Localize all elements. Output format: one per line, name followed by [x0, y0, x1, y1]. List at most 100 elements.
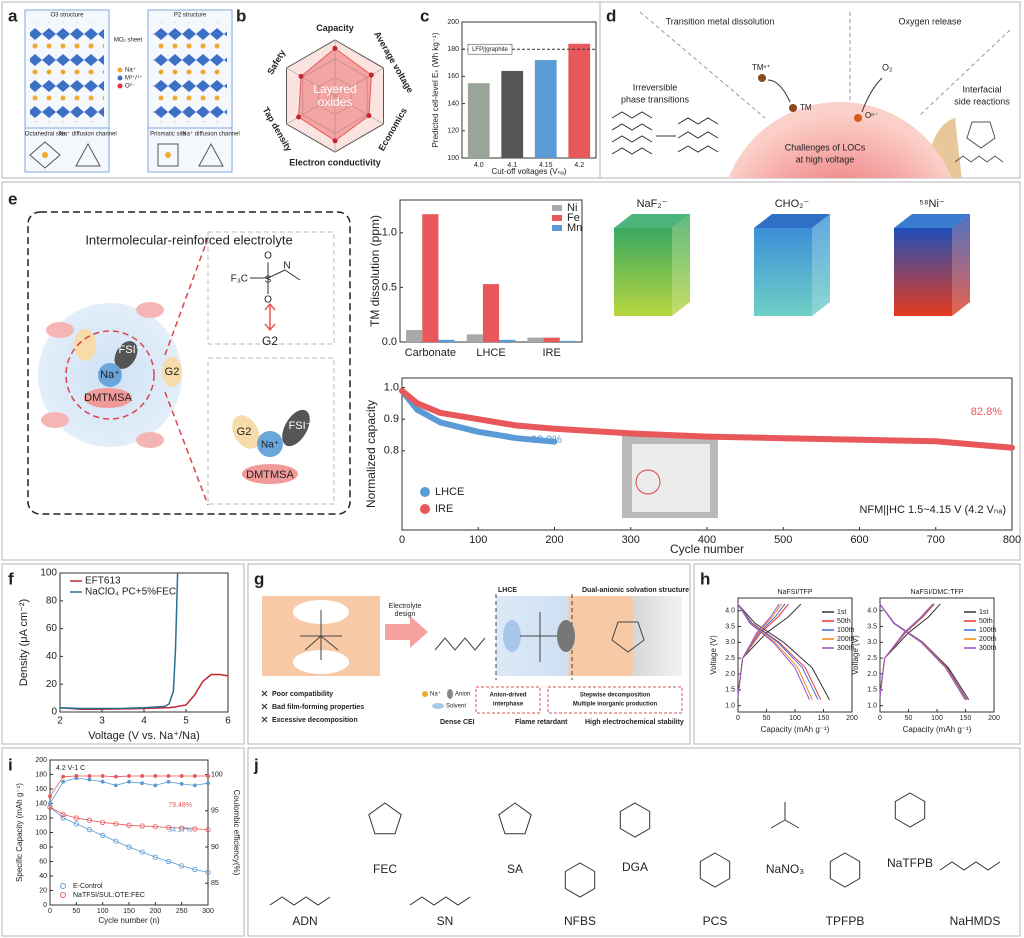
series-point: [86, 826, 93, 833]
x-tick-label: 0: [399, 534, 405, 546]
panel-label: a: [8, 6, 18, 25]
series-point: [113, 838, 119, 844]
y-axis-label: Specific Capacity (mAh g⁻¹): [15, 783, 24, 882]
cross-icon: [261, 690, 268, 723]
series-point: [153, 774, 158, 778]
series-point: [61, 779, 66, 784]
species: TMⁿ⁺: [752, 63, 771, 72]
bar: [466, 334, 483, 342]
center-label: oxides: [318, 95, 353, 109]
plot-frame: [461, 21, 597, 159]
series-point: [127, 779, 131, 784]
axis-label: Electron conductivity: [289, 158, 381, 168]
anion: [557, 620, 575, 652]
legend-text: Na⁺: [125, 67, 136, 74]
molecule: [699, 852, 731, 888]
series-point: [113, 783, 118, 788]
bar: [543, 337, 560, 342]
plot-frame: [879, 597, 995, 713]
y-tick-label: 0.5: [382, 281, 397, 293]
y-tick-label: 3.5: [867, 623, 877, 630]
note-box: [475, 686, 541, 714]
molecule: [300, 610, 342, 660]
y-tick-label: 3.5: [725, 623, 735, 630]
x-tick-label: 4: [141, 716, 147, 727]
atom-label: N: [283, 261, 290, 272]
series-point: [192, 826, 198, 832]
y-tick-label: 200: [35, 757, 47, 764]
molecule: [242, 464, 298, 484]
series-point: [205, 869, 211, 875]
y-tick-label: 180: [35, 771, 47, 778]
triangle: [75, 142, 101, 167]
molecule-name: SA: [507, 862, 523, 876]
y-tick-label: 3.0: [867, 639, 877, 646]
row-frame: [1, 181, 1021, 561]
note: Anion-drived: [490, 693, 527, 699]
series-point: [126, 844, 132, 850]
x-axis-label: Voltage (V vs. Na⁺/Na): [88, 730, 200, 742]
legend-text: 1st: [979, 609, 988, 616]
label: Oxygen release: [898, 16, 961, 26]
arrow: [861, 77, 883, 113]
legend-text: LHCE: [435, 486, 464, 498]
series-point: [48, 801, 52, 806]
x-tick-label: Carbonate: [405, 347, 456, 359]
molecule: [611, 621, 645, 653]
y-tick-label: 1.5: [725, 687, 735, 694]
heatmap-face: [894, 214, 970, 228]
bar: [438, 339, 455, 342]
series-point: [127, 774, 131, 778]
x-tick-label: 250: [176, 908, 188, 915]
molecule: [136, 432, 164, 448]
y-tick-label: 140: [447, 100, 459, 107]
molecule: [368, 802, 402, 835]
molecule: [74, 329, 96, 361]
x-tick-label: 500: [774, 534, 792, 546]
legend-text: 50th: [837, 618, 851, 625]
panel-g: [261, 594, 683, 723]
x-tick-label: 300: [622, 534, 640, 546]
scheme-title: Intermolecular-reinforced electrolyte: [85, 232, 292, 247]
label: Dual-anionic solvation structure: [582, 587, 689, 594]
molecule: [829, 852, 861, 888]
species: TM: [800, 103, 812, 112]
molecule-name: DGA: [622, 860, 648, 874]
y-tick-label: 80: [39, 844, 47, 851]
series-point: [113, 774, 118, 779]
label: FSI⁻: [289, 420, 312, 432]
species: O₂: [882, 62, 893, 72]
y-axis-label: Normalized capacity: [364, 400, 378, 508]
label: FSI⁻: [119, 344, 142, 356]
radar-spoke: [334, 67, 384, 97]
y-tick-label: 160: [447, 73, 459, 80]
legend-text: EFT613: [85, 576, 121, 587]
panel-label: b: [236, 6, 246, 25]
y-tick-label: 80: [46, 595, 58, 606]
label: design: [395, 611, 416, 618]
y-axis-label: Predicted cell-level Eₛ (Wh kg⁻¹): [431, 32, 440, 147]
legend-text: IRE: [435, 503, 453, 515]
x-tick-label: 6: [225, 716, 231, 727]
series-point: [61, 774, 66, 779]
molecule-name: NaHMDS: [950, 914, 1001, 928]
legend-text: Na⁺: [430, 691, 441, 698]
series-point: [100, 819, 106, 825]
series-point: [48, 794, 52, 799]
heatmap-face: [812, 214, 830, 316]
label: Prismatic site: [150, 132, 186, 138]
label: Transition metal dissolution: [666, 16, 775, 26]
x-tick-label: 4.15: [539, 162, 553, 169]
y-tick-label: 2.5: [867, 655, 877, 662]
map-label: CHO₂⁻: [775, 198, 810, 210]
x-tick-label: 0: [878, 715, 882, 722]
heatmap-face: [614, 214, 690, 228]
molecule: [770, 802, 800, 829]
label: O3 structure: [50, 13, 84, 19]
axis-label: Safety: [265, 48, 287, 76]
series-point: [192, 866, 198, 873]
series-point: [86, 817, 93, 823]
label: phase transitions: [621, 94, 690, 104]
legend-dot: [422, 691, 428, 697]
legend-text: 50th: [979, 618, 993, 625]
